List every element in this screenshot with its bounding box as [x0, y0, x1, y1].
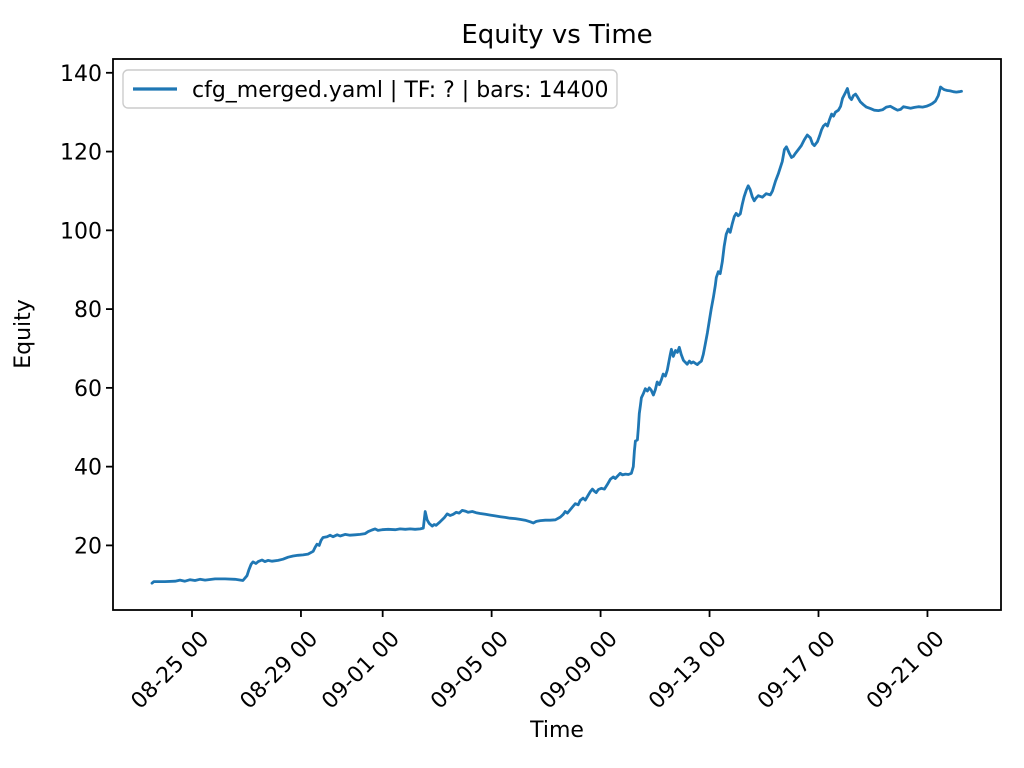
legend-box — [122, 69, 618, 109]
x-tick-label: 09-21 00 — [862, 627, 950, 715]
y-tick-label: 120 — [60, 141, 102, 166]
x-tick-label: 09-13 00 — [644, 627, 732, 715]
x-axis-label: Time — [529, 718, 584, 743]
y-tick-label: 20 — [74, 534, 102, 559]
legend-label: cfg_merged.yaml | TF: ? | bars: 14400 — [192, 78, 609, 103]
x-tick-label: 09-01 00 — [317, 627, 405, 715]
y-tick-label: 140 — [60, 62, 102, 87]
y-tick-label: 60 — [74, 377, 102, 402]
plot-area — [112, 58, 1002, 611]
y-tick-label: 80 — [74, 298, 102, 323]
x-tick-label: 09-05 00 — [426, 627, 514, 715]
equity-line-series — [150, 85, 963, 585]
y-axis-label: Equity — [11, 299, 36, 369]
x-tick-label: 08-29 00 — [236, 627, 324, 715]
y-tick-label: 100 — [60, 219, 102, 244]
chart-title: Equity vs Time — [461, 20, 652, 50]
x-tick-label: 09-09 00 — [535, 627, 623, 715]
y-tick-label: 40 — [74, 456, 102, 481]
y-axis-ticks: 20 40 60 80 100 120 140 — [60, 62, 113, 559]
x-tick-label: 08-25 00 — [127, 627, 215, 715]
legend: cfg_merged.yaml | TF: ? | bars: 14400 — [122, 69, 618, 109]
x-tick-label: 09-17 00 — [753, 627, 841, 715]
